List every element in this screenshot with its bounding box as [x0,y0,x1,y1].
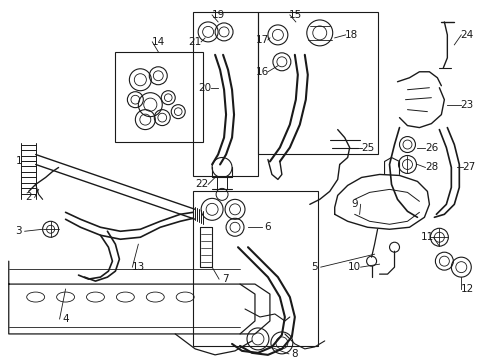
Text: 21: 21 [189,37,202,47]
Text: 22: 22 [196,179,209,189]
Text: 25: 25 [361,143,374,153]
Text: 17: 17 [255,35,269,45]
Text: 1: 1 [15,157,22,166]
Text: 18: 18 [345,30,358,40]
Text: 6: 6 [265,222,271,232]
Text: 2: 2 [25,192,32,202]
Text: 23: 23 [461,100,474,110]
Text: 15: 15 [289,10,302,20]
Text: 3: 3 [15,226,22,236]
Text: 5: 5 [312,262,318,272]
Text: 10: 10 [348,262,361,272]
Text: 4: 4 [62,314,69,324]
Text: 27: 27 [463,162,476,172]
Text: 11: 11 [421,232,434,242]
Bar [193,192,318,346]
Text: 24: 24 [461,30,474,40]
Text: 16: 16 [255,67,269,77]
Bar [258,12,378,153]
Bar [116,52,203,141]
Text: 13: 13 [132,262,145,272]
Bar [193,12,258,176]
Text: 28: 28 [425,162,438,172]
Text: 12: 12 [461,284,474,294]
Text: 7: 7 [222,274,228,284]
Text: 14: 14 [151,37,165,47]
Text: 9: 9 [351,199,358,210]
Text: 19: 19 [212,10,225,20]
Text: 8: 8 [292,349,298,359]
Text: 20: 20 [198,83,212,93]
Text: 26: 26 [425,143,438,153]
